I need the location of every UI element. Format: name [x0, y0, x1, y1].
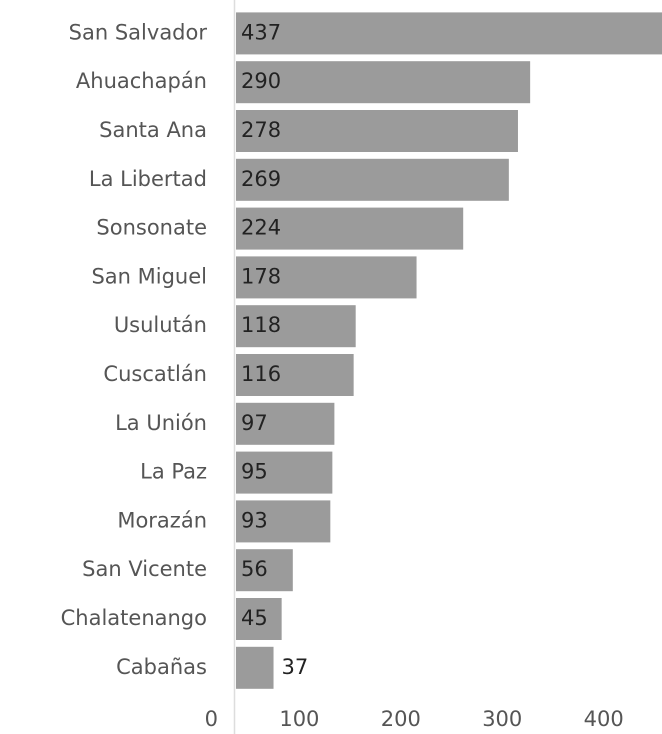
x-tick-label: 0	[205, 707, 218, 731]
value-label: 290	[241, 69, 281, 93]
value-label: 97	[241, 411, 268, 435]
category-label: La Unión	[115, 411, 207, 435]
value-label: 56	[241, 557, 268, 581]
bar	[236, 500, 331, 543]
value-label: 178	[241, 264, 281, 288]
category-label: Morazán	[117, 508, 207, 532]
x-tick-label: 200	[381, 707, 421, 731]
x-tick-label: 300	[482, 707, 522, 731]
bar	[236, 402, 335, 445]
value-label: 93	[241, 508, 268, 532]
bar	[236, 646, 274, 689]
category-label: Sonsonate	[96, 216, 207, 240]
x-tick-label: 100	[279, 707, 319, 731]
bar	[236, 354, 354, 396]
value-label: 116	[241, 362, 281, 386]
value-label: 45	[241, 606, 268, 630]
category-label: Ahuachapán	[76, 69, 207, 93]
bar	[236, 256, 417, 299]
value-label: 269	[241, 167, 281, 191]
category-label: La Paz	[140, 460, 207, 484]
bar	[236, 158, 509, 201]
bar	[236, 451, 333, 494]
bar	[236, 549, 293, 592]
category-label: Cabañas	[116, 655, 207, 679]
bar	[236, 61, 531, 104]
bar	[236, 598, 282, 640]
value-label: 118	[241, 313, 281, 337]
value-label: 437	[241, 20, 281, 44]
category-label: La Libertad	[89, 167, 207, 191]
x-tick-label: 400	[584, 707, 624, 731]
bar	[236, 207, 464, 250]
bar	[236, 305, 356, 348]
value-label: 37	[282, 655, 309, 679]
value-label: 95	[241, 460, 268, 484]
category-label: Chalatenango	[61, 606, 207, 630]
category-label: Cuscatlán	[103, 362, 207, 386]
value-label: 278	[241, 118, 281, 142]
bar	[236, 110, 518, 152]
bar	[236, 12, 662, 55]
category-label: San Miguel	[91, 264, 207, 288]
category-label: San Salvador	[69, 20, 208, 44]
category-label: Santa Ana	[99, 118, 207, 142]
category-label: San Vicente	[82, 557, 207, 581]
value-label: 224	[241, 216, 281, 240]
category-label: Usulután	[114, 313, 207, 337]
